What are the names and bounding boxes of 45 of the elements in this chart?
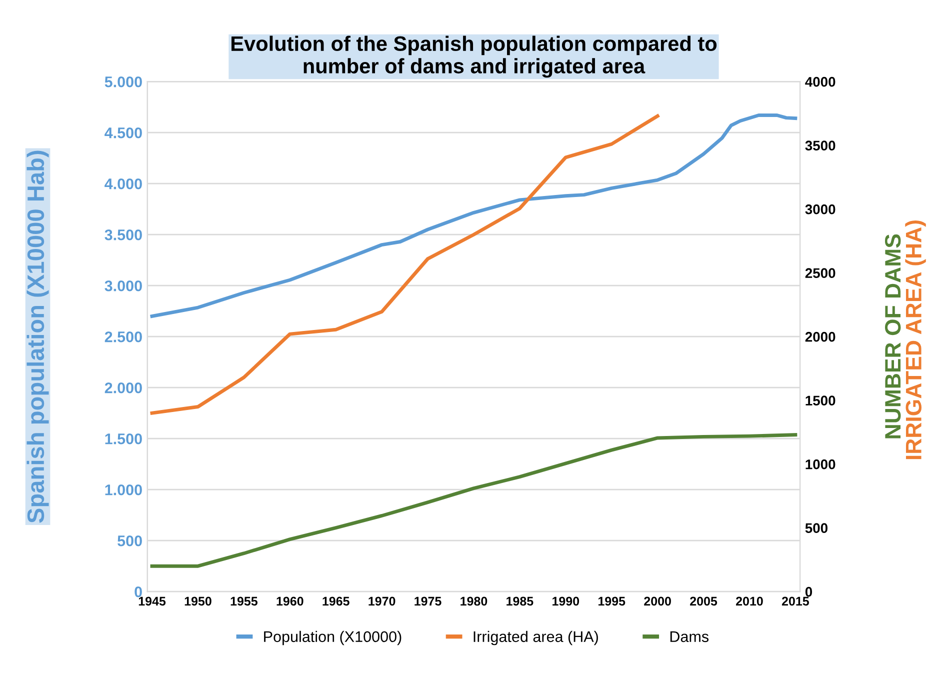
legend-label: Irrigated area (HA) bbox=[474, 630, 598, 646]
x-tick-label: 1980 bbox=[460, 596, 488, 606]
x-tick-label: 1995 bbox=[598, 596, 626, 606]
y-tick-label: 1.000 bbox=[105, 484, 142, 496]
y-tick-label: 4.500 bbox=[104, 127, 142, 138]
x-tick-label: 2000 bbox=[644, 596, 671, 606]
y-tick-label: 500 bbox=[118, 535, 142, 546]
line-series bbox=[150, 433, 798, 568]
x-tick-label: 1960 bbox=[276, 596, 304, 606]
x-tick-label: 1950 bbox=[184, 596, 212, 606]
y2-axis-title: NUMBER OF DAMS bbox=[884, 234, 901, 438]
x-tick-label: 1970 bbox=[368, 596, 396, 606]
line-series bbox=[150, 114, 798, 318]
y2-tick-label: 1500 bbox=[806, 396, 836, 406]
legend-label: Population (X10000) bbox=[264, 630, 402, 646]
x-tick-label: 1990 bbox=[552, 596, 580, 606]
y-tick-label: 4.000 bbox=[104, 178, 142, 190]
x-tick-label: 2015 bbox=[782, 596, 809, 606]
y2-tick-label: 2500 bbox=[805, 268, 836, 278]
y-tick-label: 2.500 bbox=[104, 331, 142, 342]
y2-tick-label: 500 bbox=[805, 523, 828, 534]
x-tick-label: 1975 bbox=[414, 596, 442, 606]
y2-tick-label: 4000 bbox=[805, 76, 836, 87]
y-axis-title: Spanish population (X10000 Hab) bbox=[26, 150, 49, 523]
y2-tick-label: 0 bbox=[805, 586, 812, 597]
text: IRRIGATED AREA (HA) bbox=[905, 220, 926, 460]
y2-tick-label: 1000 bbox=[806, 459, 836, 470]
chart-title: Evolution of the Spanish population compared to number of dams and irrigated area bbox=[232, 36, 717, 78]
x-tick-label: 2005 bbox=[690, 596, 718, 606]
x-tick-label: 1945 bbox=[138, 596, 166, 606]
x-tick-label: 1965 bbox=[322, 596, 350, 606]
y2-tick-label: 2000 bbox=[805, 332, 836, 342]
legend-label: Dams bbox=[670, 631, 709, 642]
x-tick-label: 1985 bbox=[506, 596, 534, 606]
y2-tick-label: 3000 bbox=[805, 204, 836, 214]
y2-tick-label: 3500 bbox=[805, 140, 836, 151]
y-tick-label: 3.500 bbox=[104, 229, 142, 240]
y-tick-label: 1.500 bbox=[105, 433, 142, 444]
y-tick-label: 2.000 bbox=[104, 382, 142, 394]
x-tick-label: 2010 bbox=[736, 596, 763, 606]
y-tick-label: 0 bbox=[134, 586, 142, 598]
y-tick-label: 3.000 bbox=[104, 280, 142, 292]
line-series bbox=[150, 114, 660, 415]
x-tick-label: 1955 bbox=[230, 596, 258, 606]
y-tick-label: 5.000 bbox=[104, 76, 142, 88]
